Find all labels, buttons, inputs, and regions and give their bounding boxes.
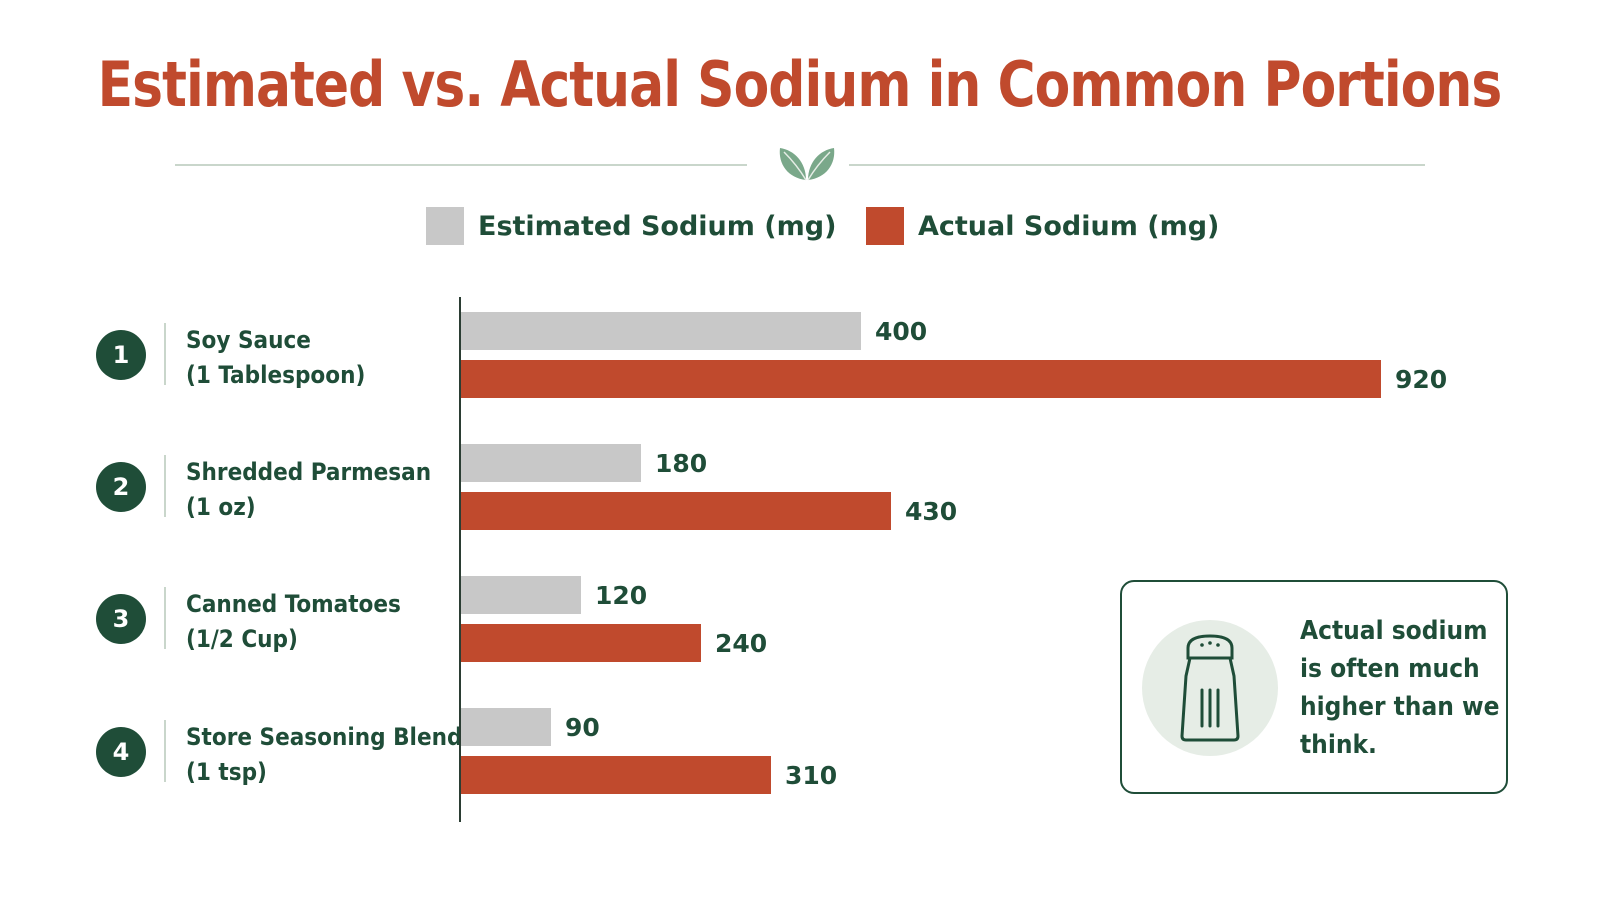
chart-title: Estimated vs. Actual Sodium in Common Po… [97, 48, 1503, 121]
bar-actual [461, 360, 1381, 398]
category-portion: (1 tsp) [186, 758, 267, 786]
category-portion: (1 Tablespoon) [186, 361, 366, 389]
category-number-badge: 3 [96, 594, 146, 644]
category-label: Canned Tomatoes (1/2 Cup) [186, 587, 476, 657]
category-name: Shredded Parmesan [186, 458, 432, 486]
category-separator [164, 323, 166, 385]
category-portion: (1 oz) [186, 493, 256, 521]
category-separator [164, 455, 166, 517]
data-label-actual: 240 [715, 629, 767, 658]
data-label-estimated: 400 [875, 317, 927, 346]
legend-item-estimated: Estimated Sodium (mg) [426, 206, 836, 246]
title-divider-right [849, 164, 1425, 166]
category-separator [164, 720, 166, 782]
category-label: Soy Sauce (1 Tablespoon) [186, 323, 476, 393]
data-label-actual: 430 [905, 497, 957, 526]
salt-shaker-icon [1180, 634, 1240, 742]
bar-actual [461, 624, 701, 662]
bar-estimated [461, 444, 641, 482]
bar-estimated [461, 576, 581, 614]
category-name: Soy Sauce [186, 326, 311, 354]
bar-actual [461, 492, 891, 530]
data-label-estimated: 180 [655, 449, 707, 478]
title-divider-left [175, 164, 747, 166]
data-label-actual: 310 [785, 761, 837, 790]
category-number-badge: 4 [96, 727, 146, 777]
category-label: Store Seasoning Blend (1 tsp) [186, 720, 476, 790]
bar-estimated [461, 708, 551, 746]
category-name: Canned Tomatoes [186, 590, 401, 618]
callout-box: Actual sodium is often much higher than … [1120, 580, 1508, 794]
data-label-estimated: 90 [565, 713, 600, 742]
callout-text: Actual sodium is often much higher than … [1300, 616, 1500, 760]
leaf-icon [779, 148, 835, 181]
bar-estimated [461, 312, 861, 350]
legend-swatch-estimated [426, 207, 464, 245]
category-number-badge: 1 [96, 330, 146, 380]
legend-label-estimated: Estimated Sodium (mg) [478, 210, 837, 242]
bar-actual [461, 756, 771, 794]
category-portion: (1/2 Cup) [186, 625, 298, 653]
legend-label-actual: Actual Sodium (mg) [918, 210, 1220, 242]
category-separator [164, 587, 166, 649]
legend-item-actual: Actual Sodium (mg) [866, 206, 1219, 246]
category-name: Store Seasoning Blend [186, 723, 463, 751]
data-label-estimated: 120 [595, 581, 647, 610]
data-label-actual: 920 [1395, 365, 1447, 394]
legend-swatch-actual [866, 207, 904, 245]
category-label: Shredded Parmesan (1 oz) [186, 455, 476, 525]
category-number-badge: 2 [96, 462, 146, 512]
